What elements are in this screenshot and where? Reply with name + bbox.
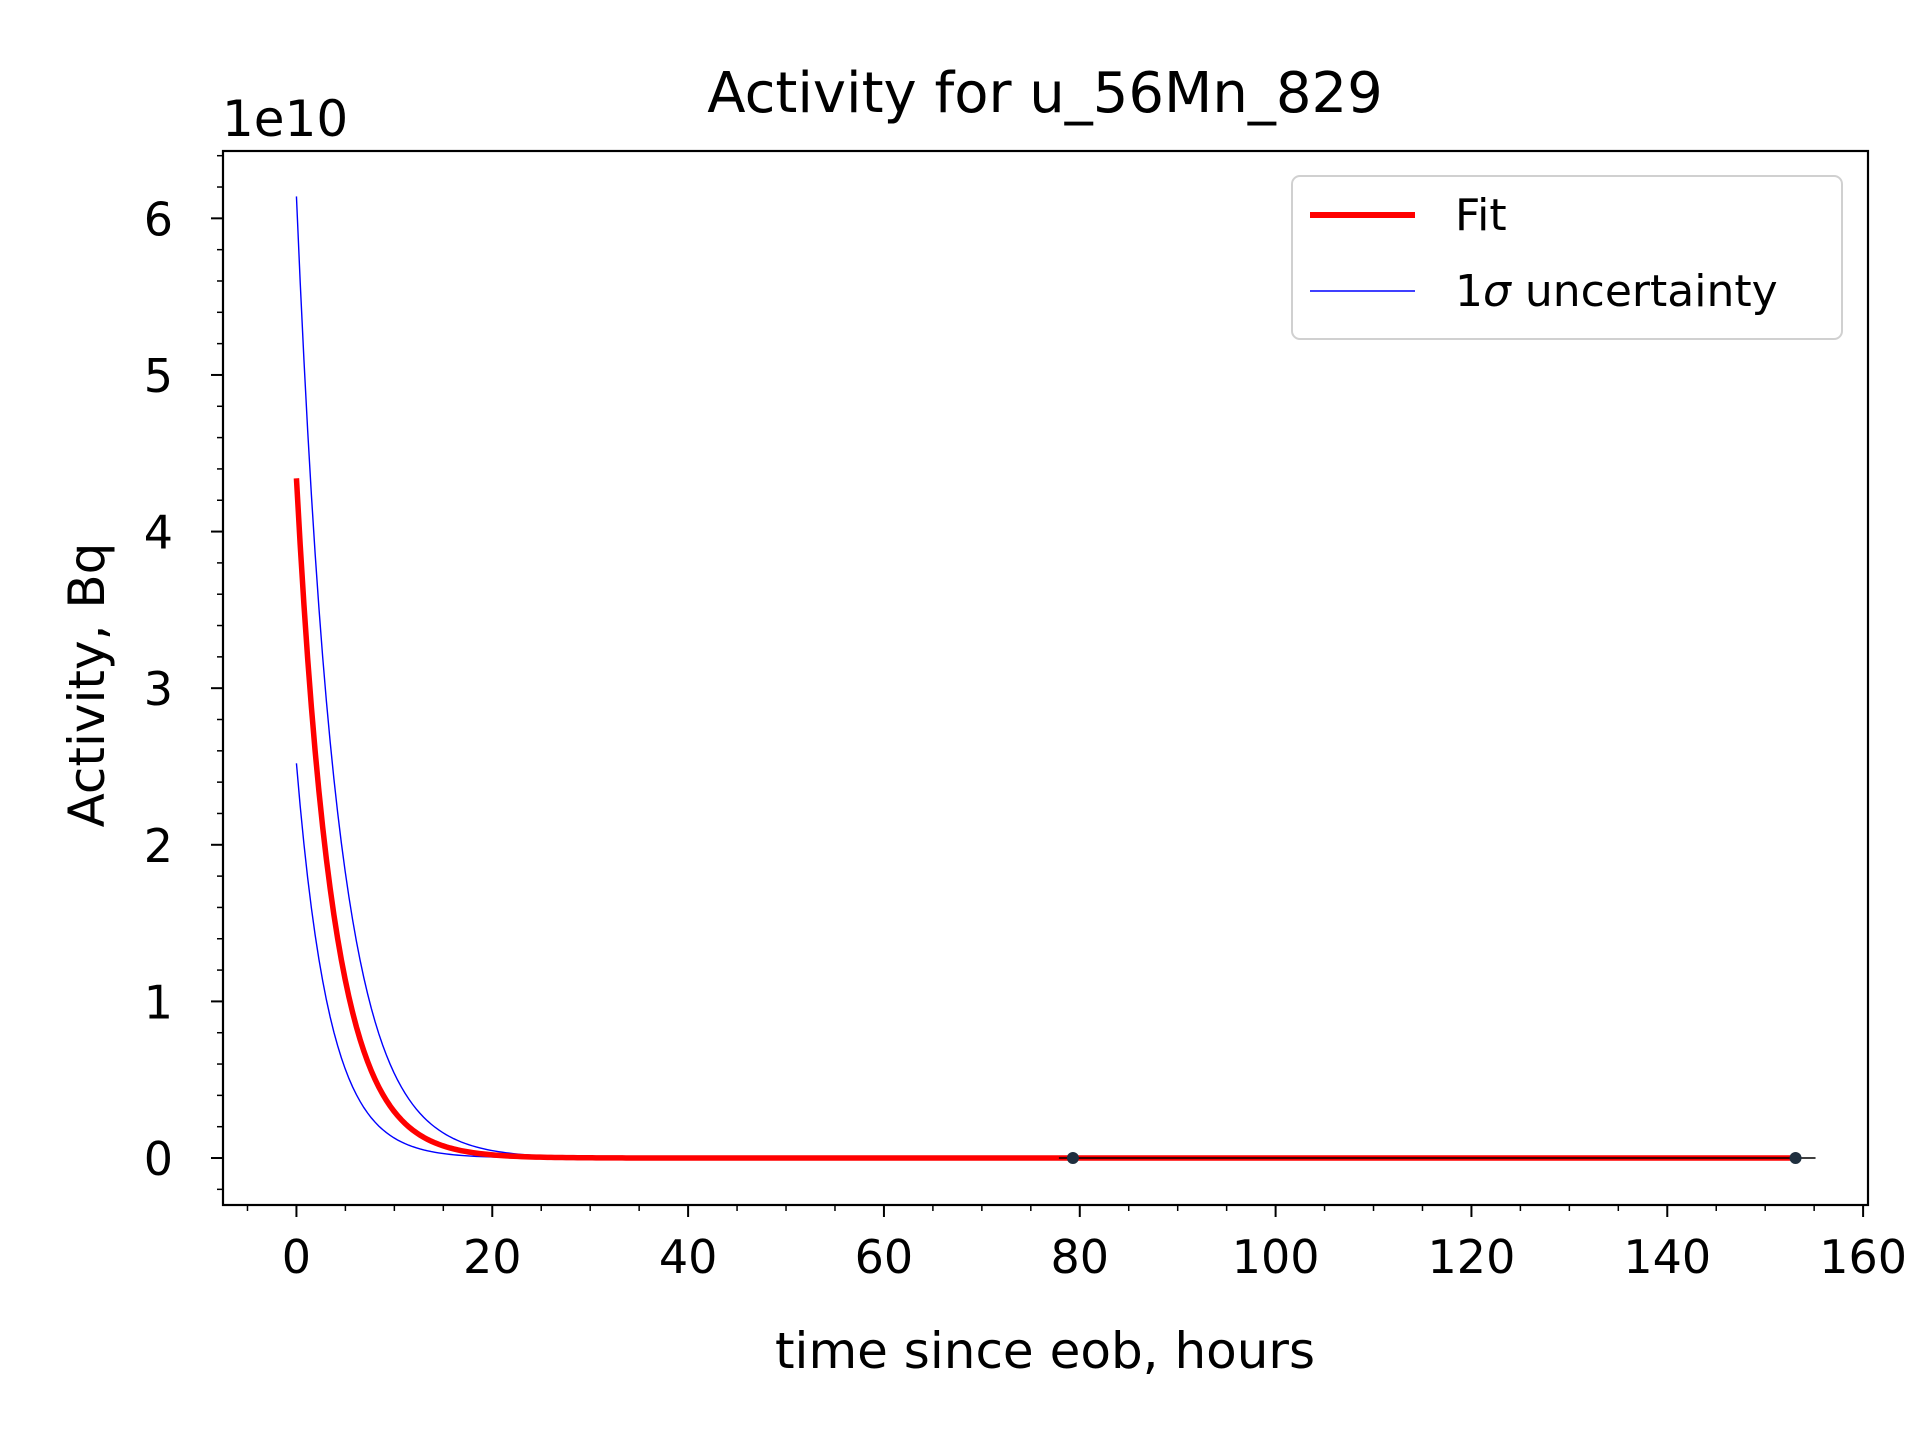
legend-uncertainty-label: 1σ uncertainty [1455,266,1778,317]
legend-sigma-symbol: σ [1483,266,1512,317]
x-tick-label: 0 [282,1230,311,1284]
data-point [1066,1152,1079,1165]
y-tick-label: 5 [144,349,173,403]
y-tick-label: 0 [144,1132,173,1186]
y-tick-label: 6 [144,192,173,246]
plot-area [293,196,1816,1165]
y-tick-label: 4 [144,506,173,560]
axes-frame [221,149,1870,1207]
x-axis-ticks: 0 20 40 60 80 100 120 140 160 [246,1205,1907,1284]
legend: Fit 1σ uncertainty [1291,175,1843,340]
y-axis-label: Activity, Bq [58,543,116,828]
y-axis-offset-label: 1e10 [222,90,348,148]
y-tick-label: 1 [144,975,173,1029]
x-tick-label: 100 [1232,1230,1320,1284]
legend-uncertainty-prefix: 1 [1455,266,1483,317]
x-axis-label: time since eob, hours [775,1322,1315,1380]
uncertainty-line-upper [295,196,1795,1159]
legend-box [1291,175,1843,340]
x-tick-label: 120 [1428,1230,1516,1284]
x-tick-label: 20 [463,1230,522,1284]
y-tick-label: 3 [144,662,173,716]
x-tick-label: 40 [659,1230,718,1284]
uncertainty-line-lower [295,763,1795,1159]
data-point [1789,1152,1802,1165]
x-tick-label: 80 [1050,1230,1109,1284]
uncertainty-band [295,196,1795,1159]
x-tick-label: 160 [1819,1230,1907,1284]
x-tick-label: 60 [855,1230,914,1284]
fit-line [293,478,1795,1161]
y-axis-ticks: 0 1 2 3 4 5 6 [144,154,223,1191]
data-points [1058,1152,1816,1165]
chart-title: Activity for u_56Mn_829 [707,61,1382,126]
x-tick-label: 140 [1623,1230,1711,1284]
legend-fit-label: Fit [1455,190,1507,241]
y-tick-label: 2 [144,819,173,873]
fit-series [293,478,1795,1161]
legend-uncertainty-suffix: uncertainty [1511,266,1778,317]
